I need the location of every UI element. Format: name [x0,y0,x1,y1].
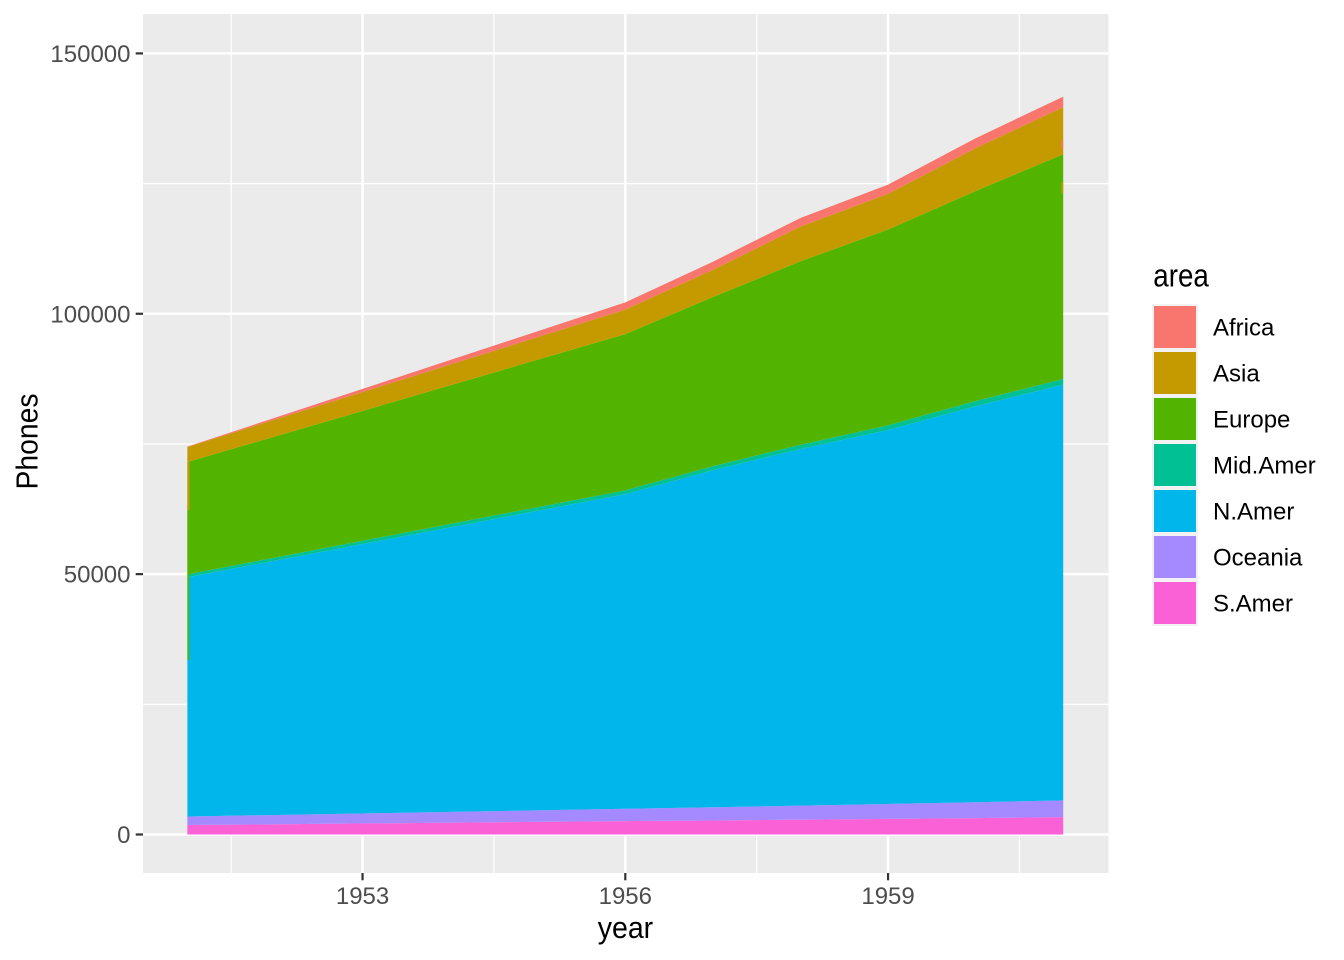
svg-text:1956: 1956 [599,883,652,910]
svg-text:Phones: Phones [10,394,45,490]
svg-text:Mid.Amer: Mid.Amer [1213,453,1316,480]
svg-text:Europe: Europe [1213,407,1290,434]
svg-text:1953: 1953 [336,883,389,910]
svg-text:area: area [1153,258,1209,294]
svg-text:0: 0 [117,822,130,849]
svg-text:S.Amer: S.Amer [1213,591,1293,618]
svg-text:Oceania: Oceania [1213,545,1303,572]
svg-text:N.Amer: N.Amer [1213,499,1294,526]
svg-text:50000: 50000 [64,562,131,589]
svg-text:Asia: Asia [1213,361,1260,388]
svg-text:year: year [598,910,654,945]
svg-text:1959: 1959 [861,883,914,910]
svg-text:150000: 150000 [50,41,130,68]
svg-text:Africa: Africa [1213,315,1275,342]
svg-text:100000: 100000 [50,301,130,328]
